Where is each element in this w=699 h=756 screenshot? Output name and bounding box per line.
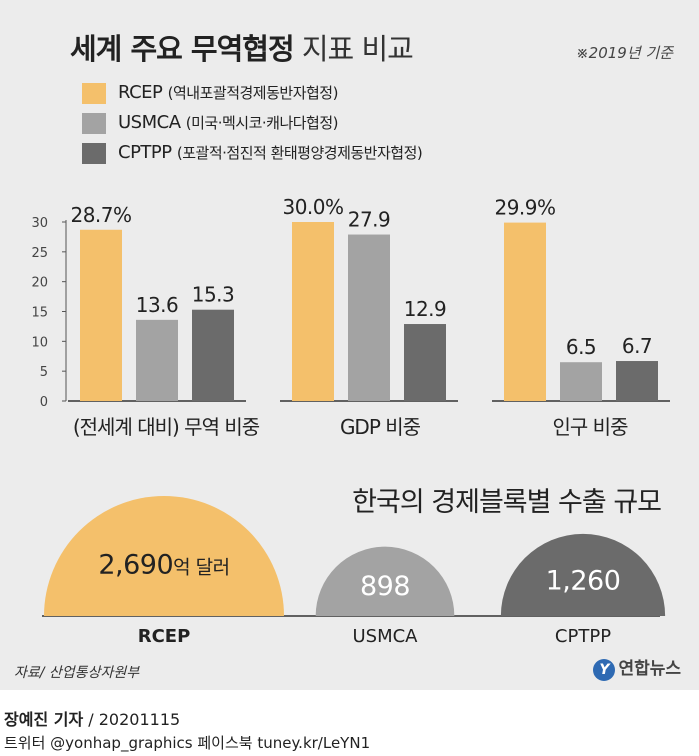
legend-name-rcep: RCEP xyxy=(118,82,163,103)
dome-value-cptpp: 1,260 xyxy=(546,566,621,597)
yonhap-logo-icon: Y xyxy=(593,659,616,681)
dome-value-number-cptpp: 1,260 xyxy=(546,566,621,597)
legend-desc-rcep: (역내포괄적경제동반자협정) xyxy=(167,84,339,102)
year-note: ※2019년 기준 xyxy=(576,44,673,62)
source-note: 자료/ 산업통상자원부 xyxy=(14,665,140,681)
dome-value-rcep: 2,690억 달러 xyxy=(98,550,229,581)
dome-value-number-rcep: 2,690 xyxy=(98,550,173,581)
legend-name-cptpp: CPTPP xyxy=(118,142,172,163)
author: 장예진 기자 xyxy=(4,710,84,729)
bar-rcep-1 xyxy=(292,222,334,401)
legend-desc-usmca: (미국·멕시코·캐나다협정) xyxy=(185,114,339,132)
chart-title-0: (전세계 대비) 무역 비중 xyxy=(73,415,260,439)
infographic-panel: 세계 주요 무역협정 지표 비교 ※2019년 기준 RCEP (역내포괄적경제… xyxy=(0,0,699,690)
yonhap-logo: Y 연합뉴스 xyxy=(593,654,681,681)
legend-swatch-cptpp xyxy=(82,143,106,164)
export-dome-chart: 2,690억 달러 RCEP 898 USMCA 1,260 CPTPP xyxy=(42,496,666,647)
bar-usmca-2 xyxy=(560,362,602,401)
data-label-cptpp-1: 12.9 xyxy=(404,297,447,321)
bar-rcep-0 xyxy=(80,229,122,401)
title-bold: 세계 주요 무역협정 xyxy=(70,32,295,66)
y-tick-label-0: 0 xyxy=(40,395,48,410)
legend-swatch-rcep xyxy=(82,83,106,104)
dome-label-rcep: RCEP xyxy=(138,626,191,647)
bar-usmca-0 xyxy=(136,319,178,401)
bar-charts: 0 5 10 15 20 25 30 28.7% 13.6 15.3 (전세계 대비) 무역 비중 3… xyxy=(31,195,670,439)
legend-name-usmca: USMCA xyxy=(118,112,181,133)
legend-desc-cptpp: (포괄적·점진적 환태평양경제동반자협정) xyxy=(176,144,423,162)
dome-label-cptpp: CPTPP xyxy=(555,626,611,647)
y-tick-label-5: 5 xyxy=(40,365,48,380)
data-label-cptpp-0: 15.3 xyxy=(192,283,235,307)
data-label-usmca-1: 27.9 xyxy=(348,208,391,232)
y-tick-label-30: 30 xyxy=(31,216,48,231)
legend-swatch-usmca xyxy=(82,113,106,134)
byline: 장예진 기자 / 20201115 xyxy=(4,706,180,730)
yonhap-logo-text: 연합뉴스 xyxy=(618,659,681,679)
data-label-rcep-2: 29.9% xyxy=(494,196,555,220)
bar-rcep-2 xyxy=(504,222,546,401)
dome-usmca xyxy=(315,546,455,616)
export-section-title: 한국의 경제블록별 수출 규모 xyxy=(352,487,662,518)
dome-value-number-usmca: 898 xyxy=(360,571,410,602)
dome-label-usmca: USMCA xyxy=(352,626,418,647)
date: / 20201115 xyxy=(88,710,181,729)
chart-title-2: 인구 비중 xyxy=(553,415,629,439)
bar-cptpp-0 xyxy=(192,309,234,401)
data-label-usmca-2: 6.5 xyxy=(566,335,596,359)
page-title: 세계 주요 무역협정 지표 비교 xyxy=(70,26,414,68)
social-links: 트위터 @yonhap_graphics 페이스북 tuney.kr/LeYN1 xyxy=(4,734,371,752)
dome-cptpp xyxy=(500,533,666,616)
title-light: 지표 비교 xyxy=(301,32,414,66)
bar-cptpp-2 xyxy=(616,361,658,401)
data-label-cptpp-2: 6.7 xyxy=(622,334,652,358)
bar-cptpp-1 xyxy=(404,324,446,401)
dome-rcep xyxy=(44,496,284,616)
bar-usmca-1 xyxy=(348,234,390,401)
data-label-rcep-0: 28.7% xyxy=(70,203,131,227)
y-tick-label-25: 25 xyxy=(31,246,48,261)
data-label-rcep-1: 30.0% xyxy=(282,195,343,219)
dome-value-unit: 억 달러 xyxy=(173,557,229,579)
chart-title-1: GDP 비중 xyxy=(340,415,421,439)
y-tick-label-10: 10 xyxy=(31,335,48,350)
y-tick-label-20: 20 xyxy=(31,276,48,291)
y-tick-label-15: 15 xyxy=(31,306,48,321)
dome-value-usmca: 898 xyxy=(360,571,410,602)
data-label-usmca-0: 13.6 xyxy=(136,293,179,317)
